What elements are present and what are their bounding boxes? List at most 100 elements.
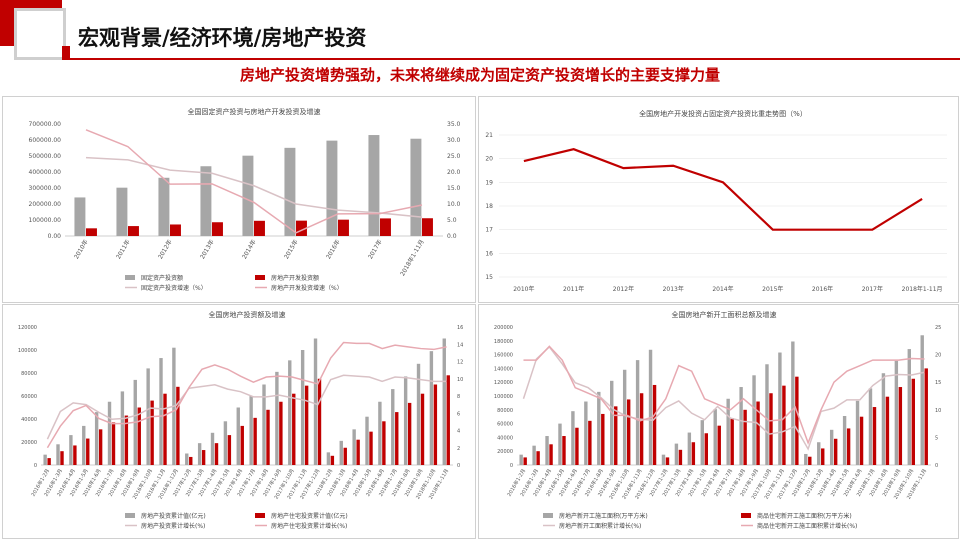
bar: [791, 341, 795, 465]
y2-tick-label: 35.0: [447, 121, 461, 128]
y-tick-label: 100000.00: [29, 217, 62, 224]
bar: [212, 222, 223, 236]
bar: [545, 436, 549, 465]
series-line: [523, 345, 925, 446]
y-tick-label: 21: [485, 132, 493, 139]
legend-swatch: [125, 513, 135, 518]
bar: [368, 135, 380, 236]
bar: [588, 420, 592, 465]
bar: [98, 429, 103, 465]
series-line: [522, 345, 925, 451]
bar: [769, 393, 773, 465]
x-tick-label: 2013年: [663, 285, 684, 293]
bar: [382, 421, 386, 465]
chart-real-estate-share: 全国房地产开发投资占固定资产投资比重走势图（%） 15 16 17 18 19 20 21 20…: [485, 109, 947, 293]
y-tick-label: 120000: [18, 325, 37, 331]
bar: [356, 439, 360, 465]
y2-tick-label: 10: [457, 377, 463, 383]
panel-real-estate-share: 全国房地产开发投资占固定资产投资比重走势图（%） 15 16 17 18 19 20 21 20…: [478, 96, 959, 303]
y-tick-label: 500000.00: [29, 153, 62, 160]
bar: [111, 422, 116, 465]
bar: [407, 402, 412, 465]
bar: [804, 453, 808, 465]
bar: [765, 364, 769, 465]
legend-swatch: [125, 275, 135, 280]
series-line: [85, 129, 423, 234]
y-tick-label: 60000: [21, 394, 37, 400]
y-tick-label: 600000.00: [29, 137, 62, 144]
bar: [833, 438, 838, 465]
bar: [907, 349, 911, 465]
y2-tick-label: 20.0: [447, 169, 461, 176]
y2-tick-label: 15.0: [447, 185, 461, 192]
legend-swatch: [255, 513, 265, 518]
header-red-tab: [62, 46, 70, 60]
bar: [227, 435, 232, 465]
bar: [253, 417, 257, 465]
bar: [756, 401, 760, 465]
bar: [687, 432, 692, 465]
y-tick-label: 80000: [497, 408, 513, 414]
bar: [262, 384, 266, 465]
y2-tick-label: 16: [457, 325, 463, 331]
y-tick-label: 160000: [494, 353, 513, 359]
y-tick-label: 180000: [494, 339, 513, 345]
bar: [782, 385, 786, 465]
legend-label: 房地产住宅投资累计增长(%): [271, 522, 347, 530]
y-tick-label: 300000.00: [29, 185, 62, 192]
chart-title: 全国房地产投资额及增速: [209, 310, 286, 319]
bar: [730, 418, 734, 465]
x-tick-label: 2012年: [613, 285, 634, 293]
x-tick-label: 2018年1-11月: [902, 285, 943, 293]
bar: [326, 452, 331, 465]
bar: [352, 429, 356, 465]
legend-label: 商品住宅新开工施工面积累计增长(%): [757, 522, 857, 530]
bar: [881, 373, 886, 465]
bar: [240, 425, 244, 465]
bar: [855, 400, 860, 465]
legend-label: 商品住宅新开工施工面积(万平方米): [757, 512, 852, 520]
bar: [691, 442, 696, 465]
bar: [597, 391, 601, 465]
bar: [43, 454, 47, 465]
bar: [86, 228, 97, 236]
y2-tick-label: 4: [457, 429, 460, 435]
bar: [571, 411, 575, 465]
y-tick-label: 60000: [497, 422, 513, 428]
bar: [678, 449, 683, 465]
x-tick-label: 2016年: [324, 238, 342, 260]
bar: [150, 400, 154, 465]
bar: [391, 389, 395, 465]
bar: [317, 378, 322, 465]
legend-swatch: [741, 513, 751, 518]
bar: [575, 427, 579, 465]
y2-tick-label: 5.0: [447, 217, 457, 224]
x-tick-label: 2013年: [198, 238, 216, 260]
x-tick-label: 2015年: [282, 238, 300, 260]
bar: [674, 443, 679, 465]
bar: [924, 368, 928, 465]
bar: [330, 455, 335, 465]
bar: [304, 385, 309, 465]
chart-new-construction-area: 全国房地产新开工面积总额及增速 0 20000 40000 60000 80000 1000…: [494, 310, 941, 530]
bar: [648, 349, 653, 465]
bar: [200, 166, 212, 236]
y-tick-label: 20000: [21, 440, 37, 446]
bar: [442, 338, 446, 465]
y2-tick-label: 10.0: [447, 201, 461, 208]
y-tick-label: 400000.00: [29, 169, 62, 176]
bar: [562, 436, 566, 465]
x-tick-label: 2014年: [240, 238, 258, 260]
y-tick-label: 0: [510, 463, 513, 469]
header-divider: [70, 58, 960, 60]
bar: [292, 393, 296, 465]
legend-swatch: [255, 275, 265, 280]
bar: [894, 360, 899, 465]
bar: [558, 423, 562, 465]
bar: [808, 456, 812, 465]
bar: [817, 442, 821, 465]
bar: [128, 226, 139, 236]
y-tick-label: 700000.00: [29, 121, 62, 128]
legend-label: 房地产新开工面积累计增长(%): [559, 522, 641, 530]
bar: [395, 412, 399, 465]
